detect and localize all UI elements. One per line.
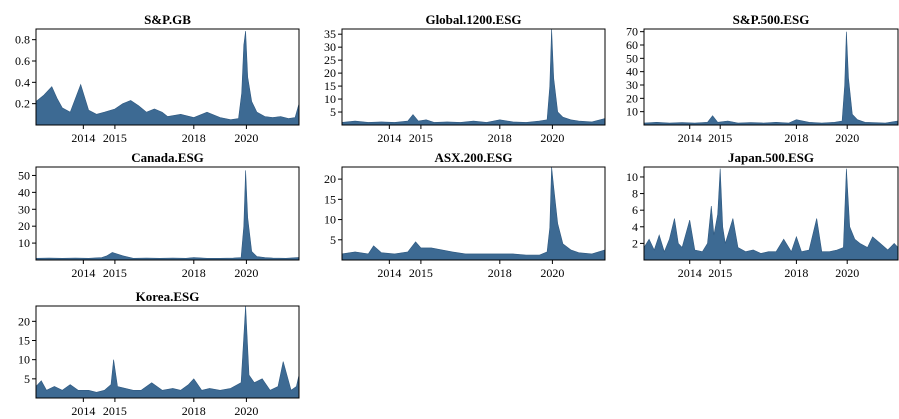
y-tick-label: 10 (18, 236, 30, 250)
x-tick-label: 2018 (488, 131, 512, 145)
y-tick-label: 30 (324, 40, 336, 54)
x-tick-label: 2014 (377, 266, 401, 280)
series-area (341, 28, 606, 126)
x-tick-label: 2020 (234, 404, 258, 418)
series-area (643, 168, 899, 261)
y-tick-label: 0.8 (15, 33, 30, 47)
x-tick-label: 2015 (409, 266, 433, 280)
y-tick-label: 10 (324, 213, 336, 227)
y-tick-label: 25 (324, 53, 336, 67)
x-tick-label: 2015 (103, 131, 127, 145)
y-tick-label: 15 (324, 192, 336, 206)
y-tick-label: 2 (632, 236, 638, 250)
x-tick-label: 2015 (708, 131, 732, 145)
plot-frame (643, 28, 899, 126)
y-tick-label: 15 (18, 334, 30, 348)
plot-frame (643, 166, 899, 261)
y-tick-label: 0.4 (15, 75, 30, 89)
series-area (643, 31, 899, 126)
y-tick-label: 20 (324, 172, 336, 186)
x-tick-label: 2018 (182, 266, 206, 280)
x-tick-label: 2020 (835, 266, 859, 280)
panel-title: Japan.500.ESG (728, 150, 814, 165)
chart-panel: Canada.ESG 10 20 30 40 50 2014 2015 2018 2020 (18, 150, 300, 280)
x-tick-label: 2020 (540, 131, 564, 145)
plot-frame (35, 305, 300, 399)
panel-title: Global.1200.ESG (425, 12, 521, 27)
x-tick-label: 2015 (103, 404, 127, 418)
chart-panel: ASX.200.ESG 5 10 15 20 2014 2015 2018 2020 (324, 150, 606, 280)
y-tick-label: 35 (324, 27, 336, 41)
series-area (35, 305, 300, 399)
x-tick-label: 2018 (784, 131, 808, 145)
x-tick-label: 2014 (71, 131, 95, 145)
y-tick-label: 4 (632, 220, 638, 234)
x-tick-label: 2014 (678, 131, 702, 145)
chart-panel: Japan.500.ESG 2 4 6 8 10 2014 2015 2018 2020 (626, 150, 899, 280)
y-tick-label: 70 (626, 25, 638, 39)
y-tick-label: 10 (324, 92, 336, 106)
y-tick-label: 5 (24, 372, 30, 386)
x-tick-label: 2018 (182, 404, 206, 418)
y-tick-label: 30 (18, 202, 30, 216)
panel-title: ASX.200.ESG (434, 150, 512, 165)
y-tick-label: 5 (330, 233, 336, 247)
y-tick-label: 40 (18, 185, 30, 199)
panel-title: Canada.ESG (131, 150, 204, 165)
series-area (341, 166, 606, 261)
y-tick-label: 0.2 (15, 97, 30, 111)
y-tick-label: 20 (626, 91, 638, 105)
y-tick-label: 30 (626, 78, 638, 92)
x-tick-label: 2015 (708, 266, 732, 280)
chart-panel: S&P.GB 0.2 0.4 0.6 0.8 2014 2015 2018 2020 (15, 12, 300, 145)
series-area (35, 31, 300, 126)
x-tick-label: 2020 (540, 266, 564, 280)
plot-frame (341, 28, 606, 126)
plot-frame (35, 166, 300, 261)
x-tick-label: 2014 (71, 266, 95, 280)
plot-frame (35, 28, 300, 126)
y-tick-label: 10 (626, 170, 638, 184)
chart-panel: Korea.ESG 5 10 15 20 2014 2015 2018 2020 (18, 289, 300, 418)
y-tick-label: 50 (626, 51, 638, 65)
y-tick-label: 15 (324, 79, 336, 93)
x-tick-label: 2020 (835, 131, 859, 145)
y-tick-label: 20 (324, 66, 336, 80)
y-tick-label: 10 (18, 353, 30, 367)
y-tick-label: 20 (18, 219, 30, 233)
y-tick-label: 60 (626, 38, 638, 52)
y-tick-label: 50 (18, 168, 30, 182)
x-tick-label: 2014 (71, 404, 95, 418)
y-tick-label: 0.6 (15, 54, 30, 68)
panel-title: S&P.GB (144, 12, 191, 27)
y-tick-label: 40 (626, 65, 638, 79)
x-tick-label: 2018 (784, 266, 808, 280)
plot-frame (341, 166, 606, 261)
x-tick-label: 2014 (377, 131, 401, 145)
x-tick-label: 2020 (234, 131, 258, 145)
x-tick-label: 2015 (103, 266, 127, 280)
x-tick-label: 2014 (678, 266, 702, 280)
x-tick-label: 2018 (488, 266, 512, 280)
x-tick-label: 2020 (234, 266, 258, 280)
y-tick-label: 6 (632, 203, 638, 217)
series-area (35, 170, 300, 261)
y-tick-label: 8 (632, 187, 638, 201)
x-tick-label: 2018 (182, 131, 206, 145)
y-tick-label: 20 (18, 314, 30, 328)
panel-title: Korea.ESG (136, 289, 200, 304)
y-tick-label: 5 (330, 105, 336, 119)
y-tick-label: 10 (626, 105, 638, 119)
x-tick-label: 2015 (409, 131, 433, 145)
panel-title: S&P.500.ESG (733, 12, 810, 27)
